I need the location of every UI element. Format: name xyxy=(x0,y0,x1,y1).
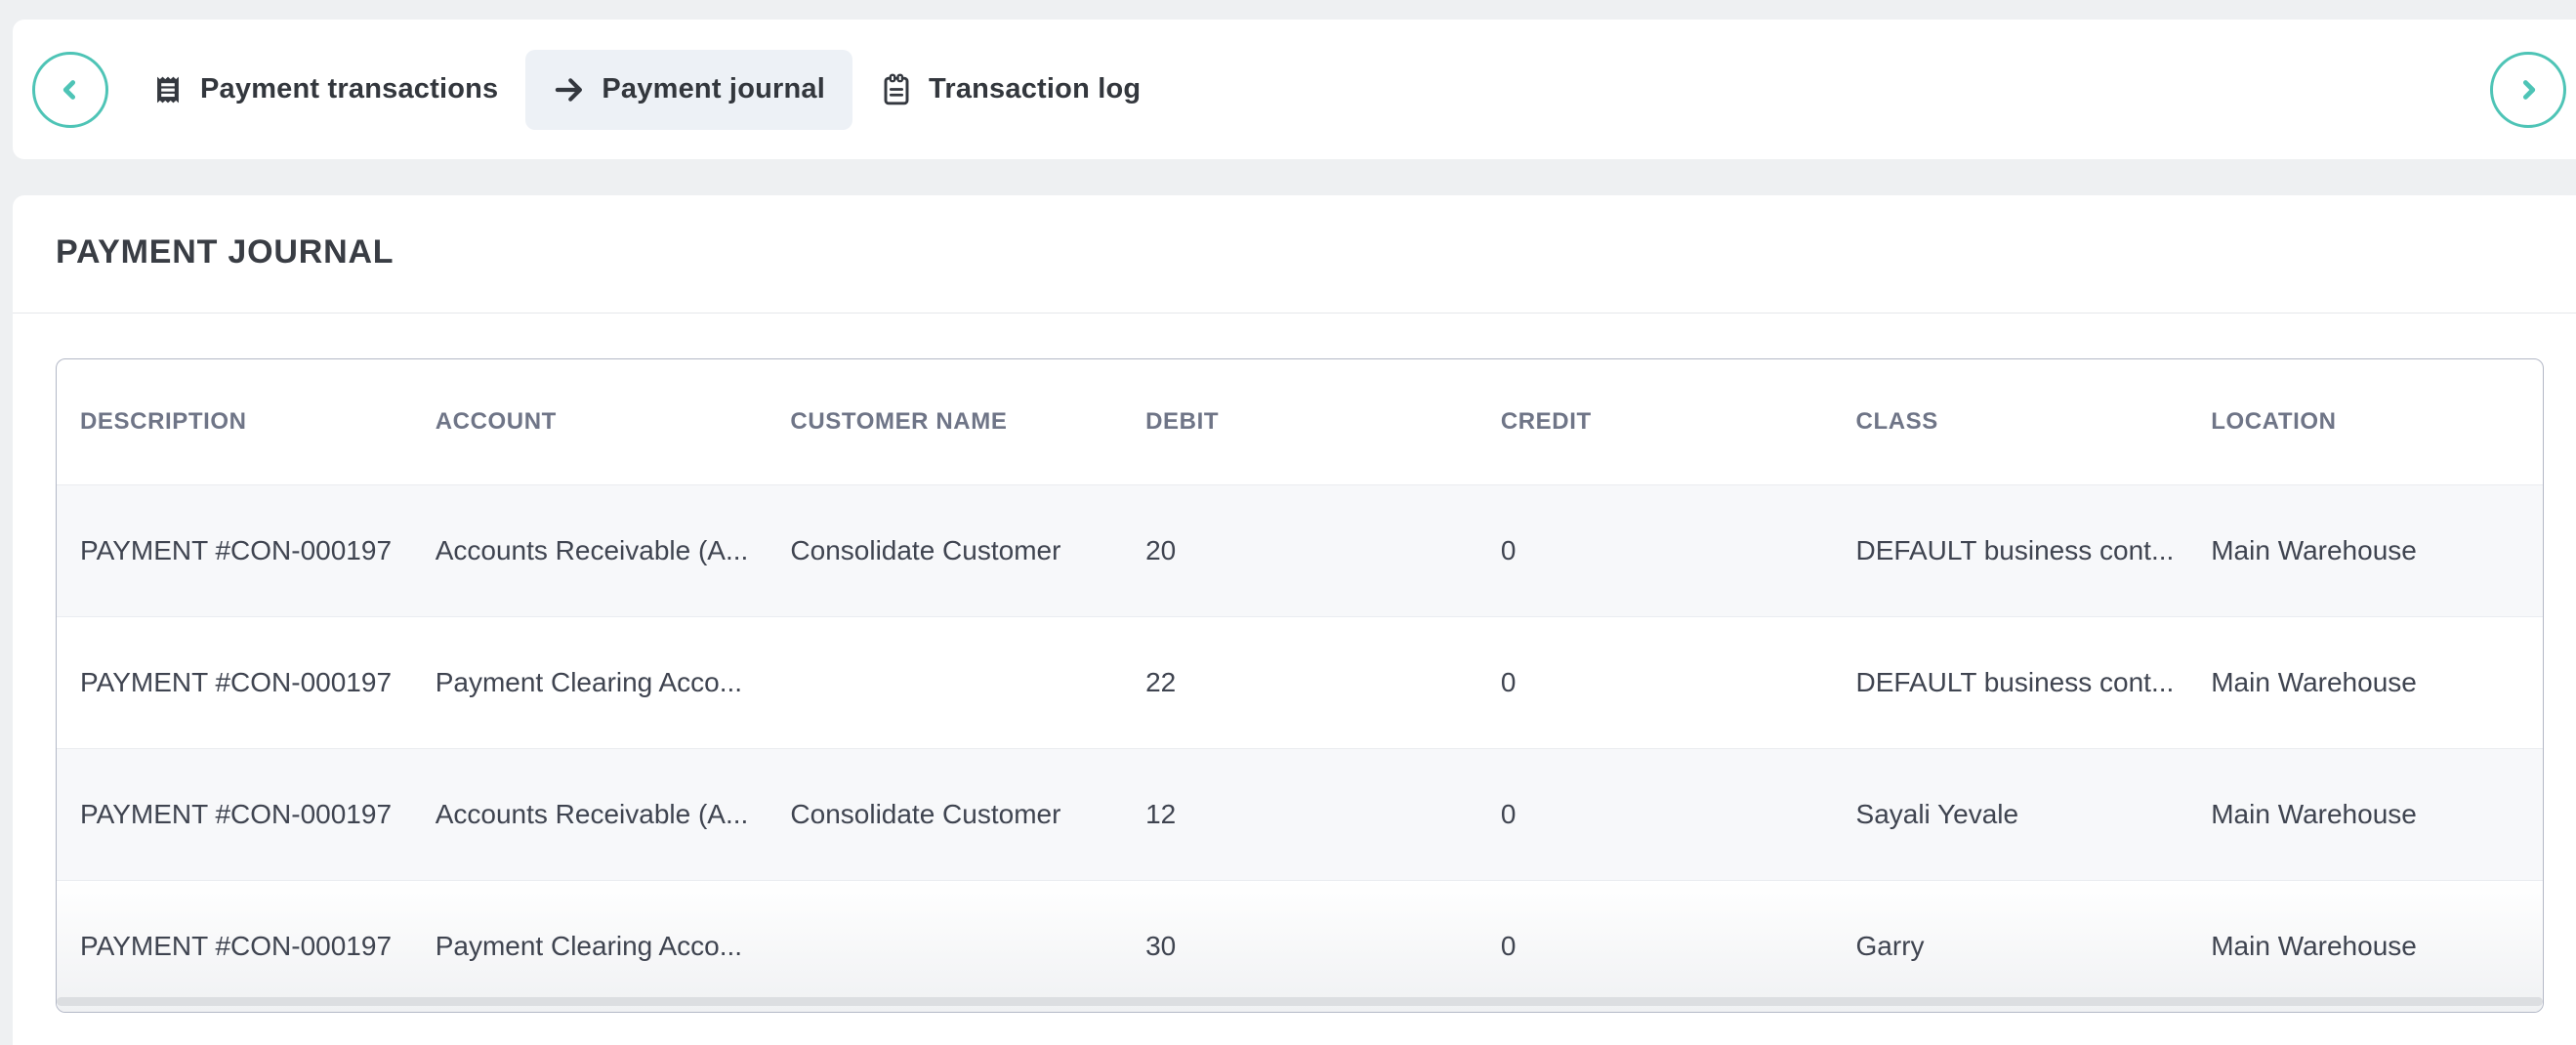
table-cell: Payment Clearing Acco... xyxy=(411,615,768,748)
tab-transaction-log[interactable]: Transaction log xyxy=(852,50,1168,130)
table-cell: Main Warehouse xyxy=(2187,879,2543,1012)
table-cell: Garry xyxy=(1832,879,2188,1012)
table-cell: PAYMENT #CON-000197 xyxy=(57,615,412,748)
table-cell xyxy=(767,879,1123,1012)
table-cell: 0 xyxy=(1476,879,1833,1012)
table-cell: PAYMENT #CON-000197 xyxy=(57,879,412,1012)
tab-payment-journal[interactable]: Payment journal xyxy=(525,49,853,130)
horizontal-scrollbar[interactable] xyxy=(57,997,2543,1006)
table-cell: 0 xyxy=(1476,615,1833,748)
table-cell: 22 xyxy=(1122,615,1477,748)
title-section: PAYMENT JOURNAL xyxy=(13,195,2576,270)
clipboard-icon xyxy=(880,73,913,106)
table-cell: Accounts Receivable (A... xyxy=(411,747,768,880)
journal-table-card: DESCRIPTION ACCOUNT CUSTOMER NAME DEBIT CRED… xyxy=(56,358,2544,1013)
table-cell: 12 xyxy=(1122,747,1477,880)
table-cell: Consolidate Customer xyxy=(767,747,1123,880)
column-header-debit: DEBIT xyxy=(1145,407,1220,435)
table-cell: Main Warehouse xyxy=(2187,483,2543,616)
table-row[interactable]: PAYMENT #CON-000197 Accounts Receivable (… xyxy=(57,483,2543,616)
table-row[interactable]: PAYMENT #CON-000197 Payment Clearing Acco… xyxy=(57,879,2543,1012)
title-divider xyxy=(13,313,2576,314)
table-cell: 20 xyxy=(1122,483,1477,616)
column-header-customer-name: CUSTOMER NAME xyxy=(790,407,1008,435)
next-page-button[interactable] xyxy=(2490,51,2566,128)
table-cell: 0 xyxy=(1476,483,1833,616)
tab-bar: Payment transactions Payment journal Trans… xyxy=(13,20,2576,159)
main-panel: PAYMENT JOURNAL DESCRIPTION ACCOUNT CUSTOM… xyxy=(13,195,2576,1045)
prev-page-button[interactable] xyxy=(32,51,108,128)
table-cell: Main Warehouse xyxy=(2187,615,2543,748)
chevron-left-icon xyxy=(54,73,87,106)
table-cell: Payment Clearing Acco... xyxy=(411,879,768,1012)
table-cell: Accounts Receivable (A... xyxy=(411,483,768,616)
journal-table: DESCRIPTION ACCOUNT CUSTOMER NAME DEBIT CRED… xyxy=(57,359,2543,1012)
table-cell: Consolidate Customer xyxy=(767,483,1123,616)
page-title: PAYMENT JOURNAL xyxy=(56,233,395,271)
table-cell xyxy=(767,615,1123,748)
table-cell: 30 xyxy=(1122,879,1477,1012)
column-header-description: DESCRIPTION xyxy=(80,407,247,435)
tab-label: Payment journal xyxy=(602,73,826,104)
column-header-credit: CREDIT xyxy=(1500,407,1592,435)
tab-payment-transactions[interactable]: Payment transactions xyxy=(124,50,525,130)
column-header-class: CLASS xyxy=(1855,407,1938,435)
table-cell: Sayali Yevale xyxy=(1832,747,2188,880)
table-cell: DEFAULT business cont... xyxy=(1832,483,2188,616)
tab-label: Transaction log xyxy=(929,73,1142,104)
table-cell: 0 xyxy=(1476,747,1833,880)
table-cell: DEFAULT business cont... xyxy=(1832,615,2188,748)
table-row[interactable]: PAYMENT #CON-000197 Accounts Receivable (… xyxy=(57,747,2543,880)
arrow-right-icon xyxy=(553,73,586,106)
tab-label: Payment transactions xyxy=(200,73,499,104)
column-header-location: LOCATION xyxy=(2211,407,2337,435)
table-cell: PAYMENT #CON-000197 xyxy=(57,747,412,880)
column-header-account: ACCOUNT xyxy=(435,407,557,435)
receipt-icon xyxy=(151,73,185,106)
table-cell: Main Warehouse xyxy=(2187,747,2543,880)
tab-list: Payment transactions Payment journal Trans… xyxy=(124,49,1168,130)
chevron-right-icon xyxy=(2512,73,2545,106)
table-cell: PAYMENT #CON-000197 xyxy=(57,483,412,616)
table-row[interactable]: PAYMENT #CON-000197 Payment Clearing Acco… xyxy=(57,615,2543,748)
table-header-row: DESCRIPTION ACCOUNT CUSTOMER NAME DEBIT CRED… xyxy=(57,359,2543,484)
